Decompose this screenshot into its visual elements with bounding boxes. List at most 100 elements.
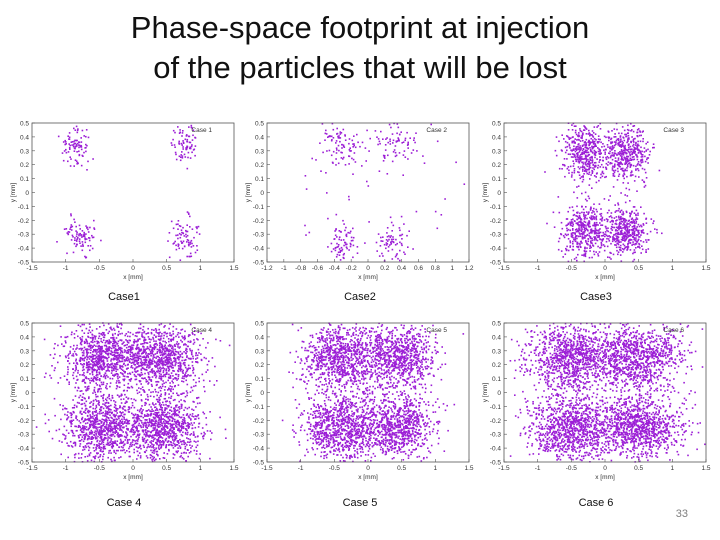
scatter-point xyxy=(100,338,102,340)
scatter-point xyxy=(567,223,569,226)
scatter-point xyxy=(160,377,163,380)
scatter-point xyxy=(619,144,621,146)
scatter-point xyxy=(110,433,112,436)
scatter-point xyxy=(94,417,97,419)
scatter-point xyxy=(93,219,95,222)
scatter-point xyxy=(93,361,95,363)
scatter-point xyxy=(188,135,190,138)
scatter-point xyxy=(400,215,403,218)
x-tick-label: 0.5 xyxy=(162,265,171,272)
scatter-point xyxy=(102,383,105,386)
scatter-point xyxy=(590,206,592,209)
scatter-point xyxy=(608,152,611,155)
scatter-point xyxy=(193,341,196,344)
scatter-point xyxy=(615,160,618,163)
scatter-point xyxy=(569,221,571,223)
scatter-point xyxy=(624,169,627,172)
scatter-point xyxy=(80,245,82,247)
scatter-point xyxy=(635,169,637,171)
scatter-point xyxy=(69,144,71,147)
scatter-point xyxy=(66,417,69,420)
scatter-point xyxy=(79,358,82,360)
scatter-point xyxy=(591,160,594,162)
scatter-point xyxy=(121,415,124,418)
scatter-point xyxy=(623,223,626,226)
x-tick-label: -1.5 xyxy=(26,265,38,272)
scatter-point xyxy=(108,397,111,400)
scatter-point xyxy=(591,147,594,150)
scatter-point xyxy=(100,360,103,362)
scatter-point xyxy=(132,356,134,358)
scatter-point xyxy=(95,353,98,355)
scatter-point xyxy=(568,145,571,147)
scatter-point xyxy=(111,444,114,446)
scatter-point xyxy=(161,351,164,353)
scatter-point xyxy=(332,248,335,250)
scatter-point xyxy=(585,169,588,171)
scatter-point xyxy=(168,348,170,351)
scatter-point xyxy=(616,219,618,221)
scatter-point xyxy=(580,223,583,225)
y-tick-label: -0.3 xyxy=(18,232,30,239)
scatter-point xyxy=(619,254,622,256)
scatter-point xyxy=(610,141,612,143)
scatter-point xyxy=(144,360,147,363)
scatter-point xyxy=(586,147,589,149)
scatter-point xyxy=(190,239,193,242)
scatter-point xyxy=(398,140,400,142)
scatter-point xyxy=(89,331,92,334)
scatter-point xyxy=(134,357,137,359)
scatter-point xyxy=(66,379,69,381)
scatter-point xyxy=(99,364,102,367)
scatter-point xyxy=(178,358,180,361)
scatter-point xyxy=(634,137,636,140)
scatter-point xyxy=(455,161,457,164)
scatter-point xyxy=(571,141,573,144)
scatter-point xyxy=(350,243,352,246)
scatter-point xyxy=(121,365,123,367)
scatter-point xyxy=(617,209,619,212)
scatter-point xyxy=(380,236,382,239)
scatter-point xyxy=(150,332,153,335)
scatter-point xyxy=(326,192,328,194)
scatter-point xyxy=(340,239,343,241)
scatter-point xyxy=(132,348,134,350)
scatter-point xyxy=(392,151,395,153)
scatter-point xyxy=(394,145,397,147)
scatter-point xyxy=(160,337,162,340)
scatter-point xyxy=(140,388,142,390)
scatter-point xyxy=(72,144,75,146)
scatter-point xyxy=(611,216,613,219)
scatter-point xyxy=(589,236,591,238)
scatter-point xyxy=(622,224,624,226)
scatter-point xyxy=(100,395,103,397)
scatter-point xyxy=(612,186,615,188)
scatter-point xyxy=(154,373,157,376)
y-tick-label: -0.1 xyxy=(253,204,265,211)
scatter-point xyxy=(345,246,348,248)
scatter-point xyxy=(567,238,570,240)
scatter-point xyxy=(78,436,80,439)
scatter-point xyxy=(593,126,596,128)
scatter-point xyxy=(80,164,83,167)
scatter-point xyxy=(647,248,650,250)
scatter-point xyxy=(580,176,583,178)
scatter-point xyxy=(187,364,190,367)
scatter-point xyxy=(577,154,579,156)
scatter-point xyxy=(65,143,67,145)
scatter-point xyxy=(141,377,143,379)
scatter-point xyxy=(587,133,590,135)
scatter-point xyxy=(612,220,614,222)
scatter-point xyxy=(161,343,163,346)
scatter-point xyxy=(172,243,175,245)
scatter-point xyxy=(590,215,593,217)
scatter-point xyxy=(606,229,608,232)
scatter-point xyxy=(348,195,350,198)
scatter-point xyxy=(140,348,143,351)
scatter-point xyxy=(136,352,139,355)
scatter-point xyxy=(588,234,590,237)
scatter-point xyxy=(174,345,177,347)
scatter-point xyxy=(335,142,337,144)
scatter-point xyxy=(600,246,602,249)
scatter-point xyxy=(85,432,88,435)
